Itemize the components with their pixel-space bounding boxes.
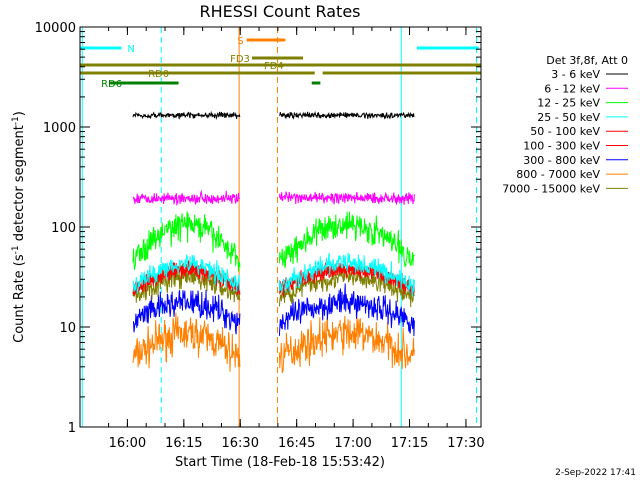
series-line-1: [132, 189, 415, 206]
x-tick-label-1: 16:15: [165, 436, 202, 451]
series-lines: [132, 110, 415, 374]
series-line-6: [132, 283, 415, 337]
series-line-7: [132, 312, 415, 374]
y-axis-label-sup2: -1: [11, 116, 21, 125]
y-axis-ticks: 1 10 100 1000 10000: [35, 21, 481, 436]
x-axis-ticks: 16:00 16:15 16:30 16:45 17:00 17:15 17:30: [108, 27, 485, 451]
legend-label-2: 12 - 25 keV: [537, 97, 600, 110]
y-axis-label-mid: detector segment: [12, 125, 27, 245]
y-tick-label-3: 1000: [43, 121, 76, 136]
legend-label-5: 100 - 300 keV: [523, 140, 600, 153]
series-line-8: [132, 262, 415, 308]
interval-label-rd6: RD6: [101, 79, 122, 90]
y-axis-label-sup1: -1: [11, 245, 21, 254]
y-tick-label-2: 100: [51, 221, 76, 236]
footer-date: 2-Sep-2022 17:41: [555, 468, 636, 478]
x-tick-label-3: 16:45: [278, 436, 315, 451]
chart-title: RHESSI Count Rates: [200, 2, 361, 21]
x-axis-label: Start Time (18-Feb-18 15:53:42): [175, 455, 385, 470]
series-line-2: [132, 211, 415, 272]
y-tick-label-0: 1: [68, 421, 76, 436]
x-tick-label-0: 16:00: [109, 436, 146, 451]
interval-label-s: S: [237, 36, 243, 47]
legend-label-7: 800 - 7000 keV: [516, 168, 600, 181]
x-tick-label-6: 17:30: [447, 436, 484, 451]
interval-bars: N S FD3 FD4 RD0 RD6: [80, 36, 481, 90]
y-axis-label-end: ): [12, 111, 27, 116]
legend-label-3: 25 - 50 keV: [537, 111, 600, 124]
legend-header: Det 3f,8f, Att 0: [546, 54, 628, 67]
legend-label-4: 50 - 100 keV: [530, 125, 600, 138]
interval-label-n: N: [127, 44, 134, 55]
interval-label-fd3: FD3: [230, 54, 250, 65]
legend-label-1: 6 - 12 keV: [544, 82, 600, 95]
plot-frame: [79, 26, 482, 428]
interval-label-fd4: FD4: [264, 61, 284, 72]
legend-label-6: 300 - 800 keV: [523, 154, 600, 167]
series-line-0: [132, 110, 415, 120]
interval-label-rd0: RD0: [148, 69, 169, 80]
x-tick-label-5: 17:15: [391, 436, 428, 451]
legend-label-0: 3 - 6 keV: [551, 68, 600, 81]
legend-label-8: 7000 - 15000 keV: [502, 182, 600, 195]
x-tick-label-4: 17:00: [334, 436, 371, 451]
y-tick-label-4: 10000: [35, 21, 76, 36]
x-tick-label-2: 16:30: [222, 436, 259, 451]
series-line-3: [132, 252, 415, 297]
y-axis-label-main: Count Rate (s: [12, 254, 27, 343]
y-axis-label: Count Rate (s-1 detector segment-1): [11, 111, 27, 343]
y-tick-label-1: 10: [59, 321, 76, 336]
